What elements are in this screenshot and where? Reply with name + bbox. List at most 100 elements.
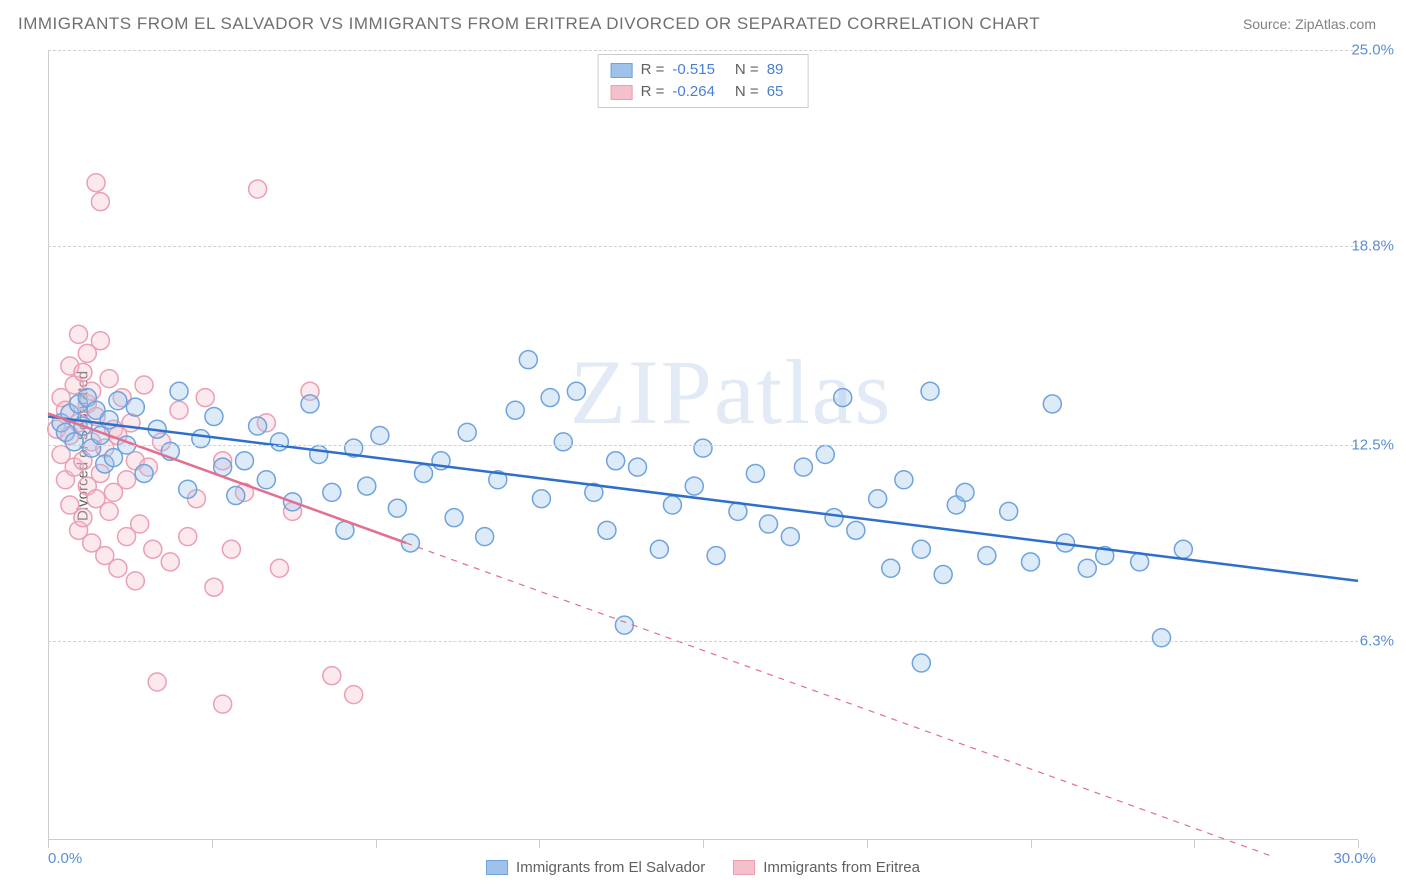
scatter-point xyxy=(91,193,109,211)
scatter-point xyxy=(1078,559,1096,577)
scatter-point xyxy=(598,521,616,539)
n-label-1: N = xyxy=(735,81,759,103)
scatter-point xyxy=(956,483,974,501)
scatter-point xyxy=(781,528,799,546)
scatter-point xyxy=(148,673,166,691)
scatter-point xyxy=(685,477,703,495)
r-val-1: -0.264 xyxy=(672,81,715,103)
x-tick xyxy=(1031,840,1032,848)
scatter-point xyxy=(847,521,865,539)
r-label-0: R = xyxy=(641,59,665,81)
scatter-point xyxy=(126,572,144,590)
scatter-point xyxy=(445,509,463,527)
legend-label-1: Immigrants from Eritrea xyxy=(763,859,920,876)
r-val-0: -0.515 xyxy=(672,59,715,81)
scatter-point xyxy=(257,471,275,489)
scatter-point xyxy=(816,445,834,463)
n-val-1: 65 xyxy=(767,81,784,103)
scatter-point xyxy=(236,452,254,470)
scatter-point xyxy=(663,496,681,514)
scatter-point xyxy=(912,654,930,672)
scatter-point xyxy=(694,439,712,457)
scatter-point xyxy=(519,351,537,369)
gridline-h xyxy=(48,641,1358,642)
gridline-h xyxy=(48,445,1358,446)
legend-swatch-1 xyxy=(733,860,755,875)
x-tick xyxy=(212,840,213,848)
scatter-point xyxy=(978,547,996,565)
scatter-point xyxy=(358,477,376,495)
scatter-point xyxy=(1174,540,1192,558)
bottom-legend: Immigrants from El Salvador Immigrants f… xyxy=(486,859,920,876)
scatter-point xyxy=(301,395,319,413)
swatch-1 xyxy=(611,85,633,100)
scatter-point xyxy=(532,490,550,508)
x-tick xyxy=(867,840,868,848)
stats-row-0: R = -0.515 N = 89 xyxy=(611,59,796,81)
y-tick-label: 12.5% xyxy=(1351,437,1394,454)
n-label-0: N = xyxy=(735,59,759,81)
scatter-point xyxy=(615,616,633,634)
x-axis-max-label: 30.0% xyxy=(1333,850,1376,867)
scatter-point xyxy=(607,452,625,470)
source-label: Source: ZipAtlas.com xyxy=(1243,16,1376,32)
scatter-point xyxy=(895,471,913,489)
scatter-point xyxy=(179,480,197,498)
scatter-point xyxy=(921,382,939,400)
scatter-point xyxy=(1153,629,1171,647)
scatter-point xyxy=(1022,553,1040,571)
scatter-point xyxy=(74,363,92,381)
chart-title: IMMIGRANTS FROM EL SALVADOR VS IMMIGRANT… xyxy=(18,14,1040,34)
x-tick xyxy=(703,840,704,848)
scatter-point xyxy=(506,401,524,419)
scatter-point xyxy=(214,695,232,713)
scatter-point xyxy=(170,382,188,400)
scatter-point xyxy=(131,515,149,533)
scatter-point xyxy=(707,547,725,565)
y-tick-label: 18.8% xyxy=(1351,237,1394,254)
scatter-point xyxy=(205,578,223,596)
scatter-point xyxy=(567,382,585,400)
scatter-point xyxy=(323,667,341,685)
scatter-point xyxy=(135,464,153,482)
scatter-point xyxy=(109,559,127,577)
legend-item-1: Immigrants from Eritrea xyxy=(733,859,920,876)
scatter-point xyxy=(70,325,88,343)
scatter-point xyxy=(74,509,92,527)
x-tick xyxy=(376,840,377,848)
scatter-point xyxy=(458,423,476,441)
x-tick xyxy=(1358,840,1359,848)
gridline-h xyxy=(48,50,1358,51)
scatter-point xyxy=(554,433,572,451)
scatter-point xyxy=(1131,553,1149,571)
scatter-point xyxy=(371,427,389,445)
n-val-0: 89 xyxy=(767,59,784,81)
scatter-point xyxy=(541,389,559,407)
scatter-point xyxy=(825,509,843,527)
stats-legend-box: R = -0.515 N = 89 R = -0.264 N = 65 xyxy=(598,54,809,108)
scatter-point xyxy=(794,458,812,476)
scatter-point xyxy=(170,401,188,419)
x-tick xyxy=(48,840,49,848)
scatter-point xyxy=(415,464,433,482)
scatter-point xyxy=(912,540,930,558)
scatter-point xyxy=(196,389,214,407)
scatter-point xyxy=(869,490,887,508)
scatter-point xyxy=(249,180,267,198)
scatter-point xyxy=(345,686,363,704)
scatter-point xyxy=(270,433,288,451)
scatter-point xyxy=(388,499,406,517)
scatter-point xyxy=(1043,395,1061,413)
scatter-point xyxy=(760,515,778,533)
scatter-point xyxy=(87,174,105,192)
y-tick-label: 6.3% xyxy=(1360,632,1394,649)
scatter-point xyxy=(476,528,494,546)
scatter-point xyxy=(882,559,900,577)
trend-line-dashed xyxy=(406,543,1271,856)
x-axis-min-label: 0.0% xyxy=(48,850,82,867)
scatter-point xyxy=(934,566,952,584)
scatter-point xyxy=(135,376,153,394)
scatter-point xyxy=(205,408,223,426)
swatch-0 xyxy=(611,63,633,78)
x-tick xyxy=(539,840,540,848)
